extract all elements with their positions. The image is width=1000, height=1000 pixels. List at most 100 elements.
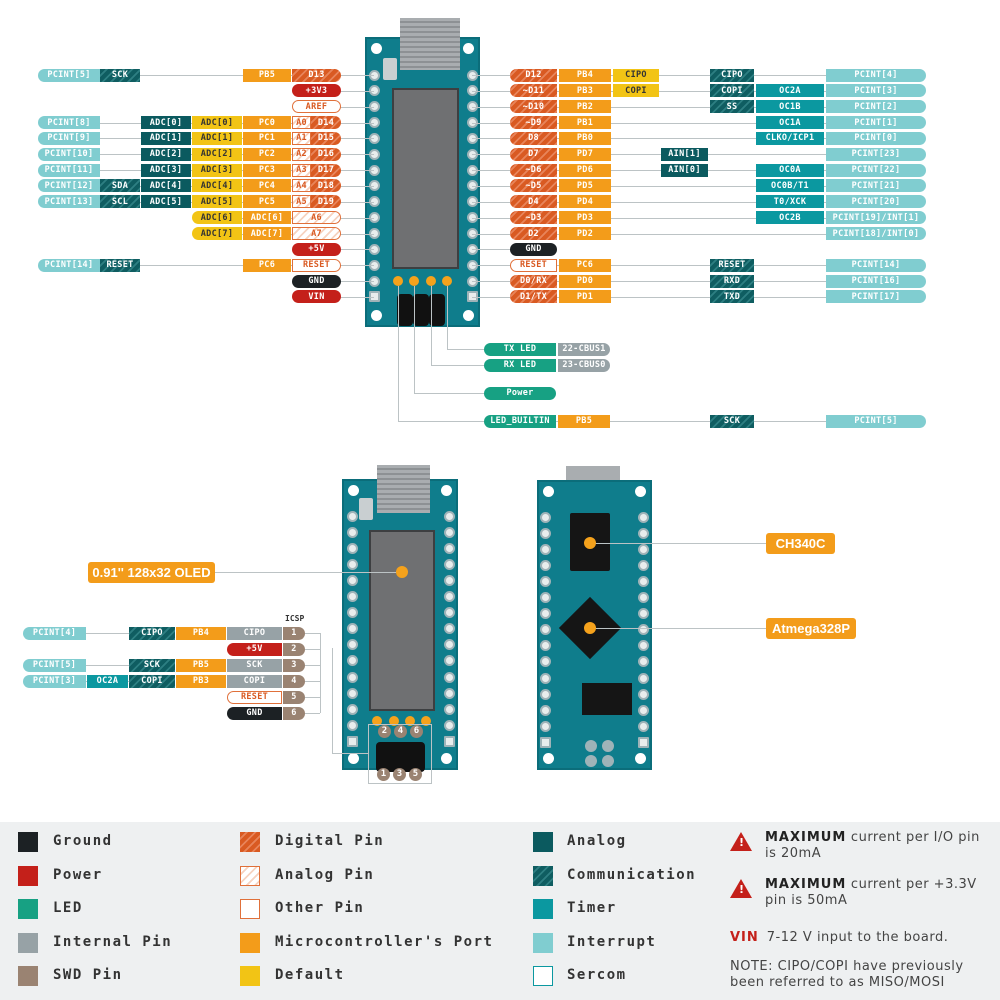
icsp-pin-number: 4 — [394, 725, 407, 738]
legend-label: Other Pin — [275, 900, 365, 916]
icsp-pin-number: 6 — [283, 706, 305, 720]
pin-hole — [637, 736, 649, 748]
leader-line — [80, 633, 130, 634]
rx-led-internal: 23-CBUS0 — [558, 358, 610, 372]
label-pcint: PCINT[13] — [38, 195, 100, 209]
label-internal: CIPO — [227, 626, 282, 640]
legend-label: Microcontroller's Port — [275, 933, 494, 950]
label-default: CIPO — [613, 68, 659, 82]
solder-pad — [585, 740, 597, 752]
pin-hole — [346, 703, 358, 715]
legend-swatch-swd — [18, 966, 38, 986]
legend-label: Internal Pin — [53, 933, 173, 950]
pin-hole — [443, 623, 455, 635]
pin-hole — [637, 688, 649, 700]
label-pcint: PCINT[19]/INT[1] — [826, 211, 926, 225]
pin-hole — [539, 736, 551, 748]
reset-button — [383, 58, 397, 80]
legend-swatch-led — [18, 899, 38, 919]
leader-line — [590, 628, 766, 629]
pin-label: D17 — [311, 163, 341, 177]
pin-hole — [443, 510, 455, 522]
label-default: ADC[0] — [192, 116, 242, 130]
label-port: PD0 — [559, 274, 611, 288]
label-comm: SCK — [129, 658, 175, 672]
mounting-hole — [543, 753, 554, 764]
pin-hole — [346, 526, 358, 538]
mounting-hole — [441, 485, 452, 496]
ch340c-marker — [584, 537, 596, 549]
label-default: ADC[5] — [192, 195, 242, 209]
icsp-outline — [368, 724, 432, 784]
leader-line — [472, 90, 916, 92]
legend-label: Power — [53, 866, 103, 883]
pin-label: D18 — [311, 179, 341, 193]
leader-line — [332, 753, 368, 754]
legend-swatch-comm — [533, 865, 553, 886]
oled-marker — [396, 566, 408, 578]
label-pcint: PCINT[4] — [23, 626, 86, 640]
pin-label: GND — [510, 242, 557, 256]
label-port: PD6 — [559, 163, 611, 177]
leader-line — [305, 649, 320, 650]
icsp-pin-number: 5 — [283, 690, 305, 704]
pin-label: GND — [292, 274, 341, 288]
label-port: PC0 — [243, 116, 291, 130]
mounting-hole — [371, 310, 382, 321]
pin-hole — [443, 639, 455, 651]
pin-label: D8 — [510, 131, 557, 145]
led — [393, 276, 403, 286]
label-port: PD1 — [559, 290, 611, 304]
leader-line — [48, 75, 374, 76]
legend-label: SWD Pin — [53, 967, 123, 983]
led — [409, 276, 419, 286]
pin-label: D2 — [510, 227, 557, 240]
label-pcint: PCINT[9] — [38, 131, 100, 145]
pin-hole — [637, 624, 649, 636]
leader-line — [431, 286, 432, 365]
pin-label: D19 — [311, 195, 341, 209]
pin-hole — [539, 527, 551, 539]
label-comm: TXD — [710, 290, 754, 304]
label-default: ADC[7] — [192, 227, 242, 240]
pin-label: VIN — [292, 290, 341, 304]
legend-swatch-default — [240, 966, 260, 986]
label-analog: AIN[1] — [661, 147, 708, 161]
pin-label: ~D3 — [510, 211, 557, 225]
legend-label: Analog — [567, 833, 627, 849]
pin-hole — [539, 543, 551, 555]
leader-line — [305, 665, 320, 666]
label-pcint: PCINT[0] — [826, 131, 926, 145]
leader-line — [80, 665, 130, 666]
pin-hole — [346, 639, 358, 651]
pin-hole — [443, 574, 455, 586]
label-comm: SDA — [100, 179, 140, 193]
rx-led-label: RX LED — [484, 358, 556, 372]
label-analog: ADC[4] — [141, 179, 191, 193]
pin-hole — [346, 735, 358, 747]
label-port: PB5 — [176, 658, 226, 672]
pin-label: RESET — [292, 258, 341, 272]
legend-label: Analog Pin — [275, 866, 375, 883]
icsp-pin-number: 3 — [393, 768, 406, 781]
label-pcint: PCINT[17] — [826, 290, 926, 304]
leader-line — [472, 185, 916, 187]
label-port: PB4 — [176, 626, 226, 640]
tx-led-label: TX LED — [484, 342, 556, 356]
label-comm: SCL — [100, 195, 140, 209]
label-timer: OC2B — [756, 211, 824, 225]
label-pcint: PCINT[8] — [38, 116, 100, 130]
label-port: PB3 — [559, 84, 611, 98]
tx-led-internal: 22-CBUS1 — [558, 342, 610, 356]
pin-label: D12 — [510, 68, 557, 82]
leader-line — [472, 138, 916, 140]
note-vin: VIN 7-12 V input to the board. — [730, 930, 949, 945]
leader-line — [305, 713, 320, 714]
leader-line — [398, 421, 484, 422]
mounting-hole — [635, 753, 646, 764]
legend-label: Interrupt — [567, 933, 657, 950]
label-port: PC6 — [243, 258, 291, 272]
oled-screen — [392, 88, 459, 269]
label-timer: CLKO/ICP1 — [756, 131, 824, 145]
led-builtin-label: LED_BUILTIN — [484, 414, 556, 428]
